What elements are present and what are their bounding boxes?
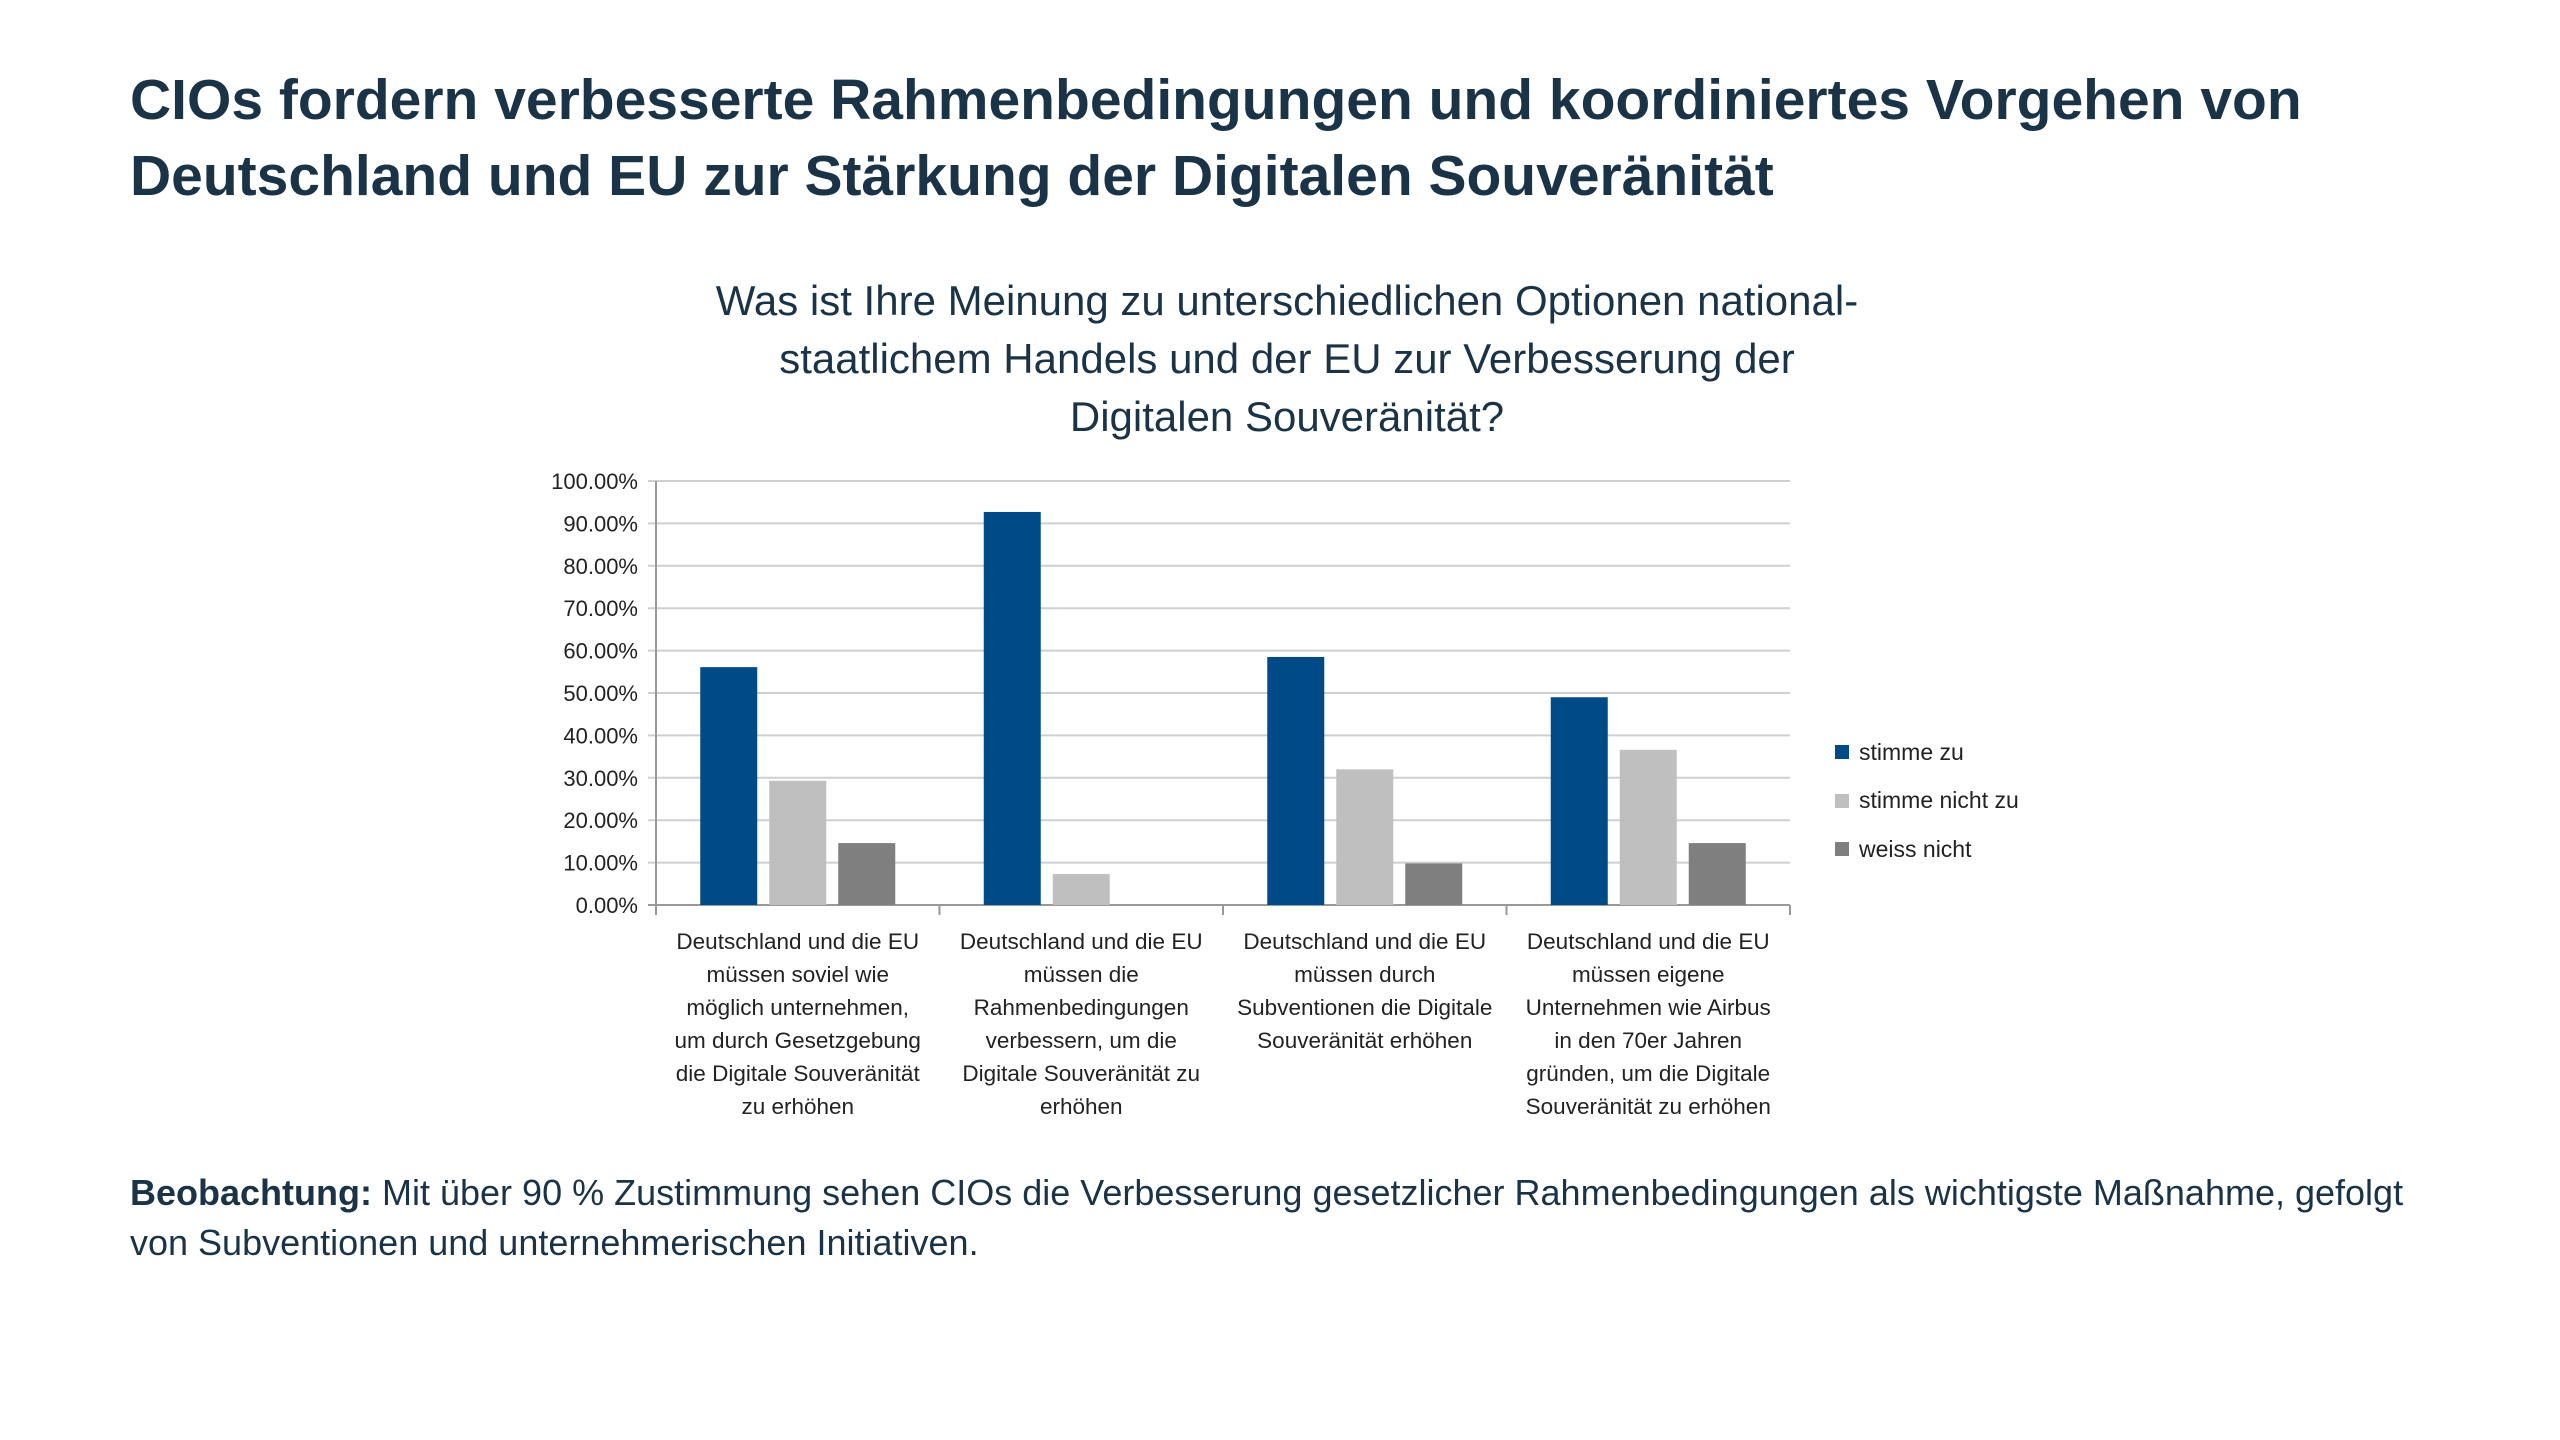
y-tick-label: 40.00%	[563, 723, 638, 748]
y-tick-label: 90.00%	[563, 511, 638, 536]
legend-item-stimme-zu: stimme zu	[1835, 728, 2019, 777]
bar-weiss-nicht-1	[838, 843, 896, 905]
bar-stimme-zu-1	[700, 667, 758, 905]
bar-weiss-nicht-3	[1405, 863, 1463, 905]
legend-label: weiss nicht	[1859, 835, 1972, 862]
bar-stimme-nicht-zu-3	[1336, 769, 1394, 905]
chart-legend: stimme zu stimme nicht zu weiss nicht	[1835, 728, 2019, 874]
bar-weiss-nicht-4	[1688, 843, 1746, 905]
observation-text: Mit über 90 % Zustimmung sehen CIOs die …	[130, 1172, 2404, 1263]
x-category-label: Deutschland und die EU müssen eigene Unt…	[1525, 929, 1771, 1119]
observation: Beobachtung: Mit über 90 % Zustimmung se…	[130, 1168, 2430, 1268]
y-tick-label: 10.00%	[563, 851, 638, 876]
legend-swatch	[1835, 842, 1849, 857]
legend-label: stimme zu	[1859, 738, 1964, 765]
y-tick-label: 100.00%	[551, 469, 638, 494]
legend-swatch	[1835, 745, 1849, 760]
y-tick-label: 80.00%	[563, 554, 638, 579]
bar-stimme-nicht-zu-4	[1619, 749, 1677, 905]
x-category-label: Deutschland und die EU müssen soviel wie…	[674, 929, 921, 1119]
x-category-label: Deutschland und die EU müssen die Rahmen…	[959, 929, 1203, 1119]
observation-label: Beobachtung:	[130, 1172, 372, 1213]
bar-stimme-nicht-zu-1	[769, 780, 827, 905]
legend-item-stimme-nicht-zu: stimme nicht zu	[1835, 777, 2019, 826]
y-tick-label: 50.00%	[563, 681, 638, 706]
bar-stimme-zu-3	[1267, 656, 1325, 905]
y-tick-label: 20.00%	[563, 808, 638, 833]
bar-stimme-nicht-zu-2	[1052, 874, 1110, 905]
legend-item-weiss-nicht: weiss nicht	[1835, 825, 2019, 874]
y-tick-label: 30.00%	[563, 766, 638, 791]
bar-stimme-zu-2	[983, 511, 1041, 905]
y-tick-label: 60.00%	[563, 639, 638, 664]
x-category-label: Deutschland und die EU müssen durch Subv…	[1237, 929, 1493, 1053]
legend-swatch	[1835, 793, 1849, 808]
page-title: CIOs fordern verbesserte Rahmenbedingung…	[130, 68, 2302, 208]
legend-label: stimme nicht zu	[1859, 787, 2019, 814]
y-tick-label: 0.00%	[576, 893, 638, 918]
chart-title: Was ist Ihre Meinung zu unterschiedliche…	[715, 277, 1859, 440]
bar-stimme-zu-4	[1550, 697, 1608, 905]
y-tick-label: 70.00%	[563, 596, 638, 621]
